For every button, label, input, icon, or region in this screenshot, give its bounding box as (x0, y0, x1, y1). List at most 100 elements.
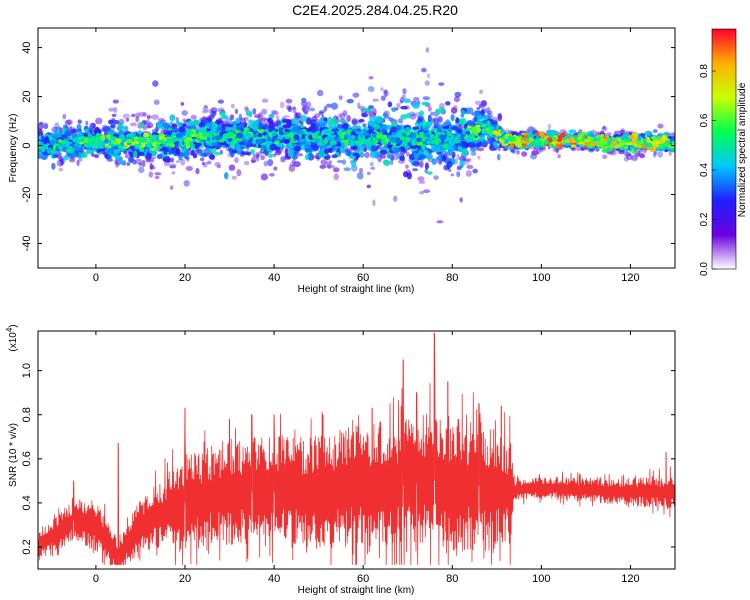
spectrogram-cell (351, 118, 358, 125)
spectrogram-cell (418, 191, 425, 195)
spectrogram-cell (391, 108, 396, 113)
spectrogram-cell (285, 98, 293, 104)
spectrogram-cell (294, 112, 299, 120)
spectrogram-cell (126, 162, 131, 166)
spectrogram-cell (356, 172, 364, 180)
spectrogram-cell (509, 142, 515, 149)
spectrogram-cell (332, 167, 340, 173)
spectrogram-cell (412, 101, 420, 109)
spectrogram-cell (328, 160, 332, 165)
spectrogram-cell (539, 148, 547, 152)
spectrogram-cell (152, 80, 159, 87)
spectrogram-cell (325, 160, 330, 165)
spectrogram-cell (77, 157, 83, 162)
spectrogram-cell (231, 175, 237, 180)
spectrogram-cell (297, 153, 303, 157)
spectrogram-cell (446, 160, 453, 168)
spectrogram-cell (301, 97, 307, 103)
spectrogram-cell (219, 149, 223, 155)
spectrogram-cell (213, 151, 221, 156)
spectrogram-cell (464, 141, 471, 147)
spectrogram-cell (337, 123, 343, 129)
spectrogram-cell (133, 150, 138, 159)
spectrogram-cell (150, 164, 155, 169)
spectrogram-cell (304, 154, 310, 161)
spectrogram-cell (325, 103, 332, 108)
spectrogram-cell (43, 122, 49, 130)
spectrogram-cell (266, 117, 272, 123)
spectrogram-cell (118, 130, 126, 136)
spectrogram-cell (339, 112, 346, 120)
spectrogram-cell (243, 160, 250, 166)
spectrogram-cell (460, 109, 466, 116)
spectrogram-cell (511, 149, 516, 154)
spectrogram-cell (60, 158, 66, 164)
spectrogram-cell (162, 123, 168, 128)
spectrogram-cell (274, 150, 282, 156)
spectrogram-cell (427, 114, 432, 123)
spectrogram-cell (234, 108, 239, 115)
spectrogram-cell (102, 125, 111, 132)
spectrogram-cell (62, 155, 70, 161)
spectrogram-cell (492, 141, 499, 148)
spectrogram-cell (146, 114, 151, 121)
spectrogram-cell (455, 117, 460, 124)
spectrogram-cell (261, 108, 268, 115)
spectrogram-cell (456, 128, 463, 134)
spectrogram-cell (333, 173, 340, 181)
spectrogram-cell (442, 125, 450, 130)
spectrogram-cell (165, 148, 170, 153)
spectrogram-cell (321, 122, 326, 128)
spectrogram-cell (530, 153, 538, 160)
spectrogram-cell (235, 143, 241, 151)
spectrogram-cell (157, 117, 165, 122)
spectrogram-cell (380, 87, 384, 91)
spectrogram-cell (326, 163, 331, 169)
spectrogram-cell (400, 114, 408, 120)
spectrogram-cell (480, 109, 486, 116)
spectrogram-cell (122, 113, 130, 120)
spectrogram-cell (402, 171, 409, 178)
figure-title: C2E4.2025.284.04.25.R20 (292, 2, 458, 18)
spectrogram-cell (424, 168, 428, 174)
spectrogram-cell (310, 122, 317, 130)
spectrogram-cell (421, 144, 426, 150)
spectrogram-cell (293, 161, 301, 168)
spectrogram-cell (559, 129, 567, 134)
spectrogram-cell (180, 158, 186, 166)
spectrogram-cell (472, 168, 478, 174)
spectrogram-cell (412, 161, 421, 167)
spectrogram-cell (438, 160, 443, 166)
spectrogram-cell (496, 153, 501, 161)
spectrogram-cell (346, 149, 352, 157)
spectrogram-cell (112, 99, 119, 104)
spectrogram-cell (183, 180, 190, 187)
spectrogram-cell (348, 141, 356, 147)
spectrogram-cell (169, 114, 176, 122)
spectrogram-cell (230, 103, 235, 109)
spectrogram-cell (421, 67, 427, 73)
spectrogram-cell (363, 107, 372, 113)
spectrogram-cell (368, 105, 375, 110)
spectrogram-cell (470, 151, 477, 156)
spectrogram-cell (250, 159, 256, 164)
spectrogram-cell (111, 113, 117, 117)
spectrogram-cell (644, 130, 651, 136)
spectrogram-cell (282, 115, 290, 119)
spectrogram-cell (623, 156, 629, 162)
spectrogram-cell (302, 105, 310, 113)
spectrogram-cell (138, 111, 146, 117)
spectrogram-cell (288, 150, 294, 158)
spectrogram-cell (339, 145, 344, 152)
spectrogram-cell (324, 162, 329, 168)
spectrogram-cell (303, 111, 309, 115)
spectrogram-cell (328, 147, 333, 153)
spectrogram-cell (266, 144, 271, 152)
spectrogram-cell (416, 118, 421, 124)
spectrogram-cell (370, 145, 377, 153)
spectrogram-cell (131, 113, 136, 118)
spectrogram-cell (412, 126, 419, 131)
spectrogram-cell (138, 166, 145, 174)
spectrogram-blobs (38, 47, 675, 224)
spectrogram-cell (617, 150, 625, 155)
